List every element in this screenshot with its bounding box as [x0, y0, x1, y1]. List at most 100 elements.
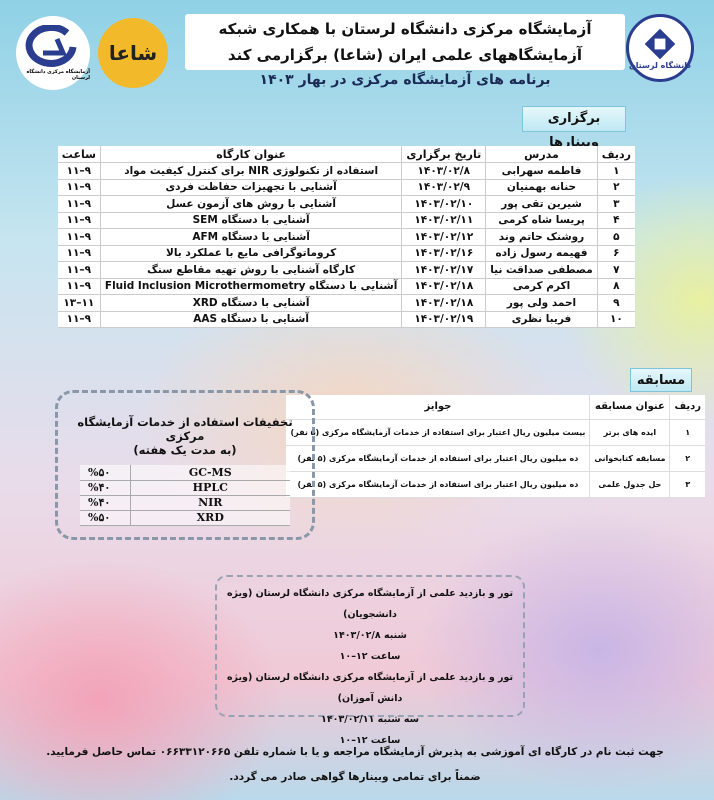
table-header-row: ردیف مدرس تاریخ برگزاری عنوان کارگاه ساع…	[57, 146, 635, 163]
date: ۱۴۰۳/۰۲/۱۹	[401, 311, 487, 328]
row-number: ۱	[669, 419, 705, 446]
table-row: ۹ احمد ولی پور ۱۴۰۳/۰۲/۱۸ آشنایی با دستگاه …	[57, 294, 635, 312]
instrument: XRD	[130, 510, 290, 526]
workshop-title: آشنایی با دستگاه Fluid Inclusion Microth…	[100, 278, 403, 295]
instructor: فهیمه رسول زاده	[485, 245, 598, 262]
competition-table: ردیف عنوان مسابقه جوایز ۱ ایده های برتر بی…	[286, 395, 705, 498]
time: ۹–۱۱	[57, 311, 101, 328]
row-number: ۵	[597, 228, 635, 246]
instructor: مصطفی صداقت نیا	[485, 261, 598, 279]
workshop-title: استفاده از تکنولوژی NIR برای کنترل کیفیت…	[100, 162, 403, 180]
date: ۱۴۰۳/۰۲/۱۷	[401, 261, 487, 279]
title-line-1: آزمایشگاه مرکزی دانشگاه لرستان با همکاری…	[218, 20, 592, 38]
university-logo-caption: دانشگاه لرستان	[628, 60, 692, 70]
prize: ده میلیون ریال اعتبار برای استفاده از خد…	[286, 471, 591, 498]
tour-1-time: ساعت ۱۲–۱۰	[339, 651, 401, 662]
row-number: ۳	[669, 471, 705, 498]
instructor: روشنک حاتم وند	[485, 228, 598, 246]
workshop-title: آشنایی با دستگاه XRD	[100, 294, 403, 312]
table-row: ۱۰ فریبا نظری ۱۴۰۳/۰۲/۱۹ آشنایی با دستگاه A…	[57, 311, 635, 328]
instructor: فاطمه سهرابی	[485, 162, 598, 180]
time: ۹–۱۱	[57, 228, 101, 246]
instrument: HPLC	[130, 480, 290, 496]
instrument: GC-MS	[130, 465, 290, 481]
table-row: %۵۰ XRD	[80, 510, 290, 526]
instructor: شیرین تقی پور	[485, 195, 598, 213]
emblem-icon	[644, 28, 676, 59]
time: ۹–۱۱	[57, 179, 101, 196]
lorestan-university-logo: دانشگاه لرستان	[626, 14, 694, 82]
competition-section-tag: مسابقه	[630, 368, 692, 392]
tours-box: تور و بازدید علمی از آزمایشگاه مرکزی دان…	[215, 575, 525, 746]
table-row: ۱ ایده های برتر بیست میلیون ریال اعتبار بر…	[286, 419, 705, 446]
time: ۹–۱۱	[57, 162, 101, 180]
table-row: ۲ مسابقه کتابخوانی ده میلیون ریال اعتبار ب…	[286, 445, 705, 472]
instructor: فریبا نظری	[485, 311, 598, 328]
row-number: ۳	[597, 195, 635, 213]
date: ۱۴۰۳/۰۲/۸	[401, 162, 487, 180]
discounts-subtitle: (به مدت یک هفته)	[133, 443, 237, 457]
workshop-title: کارگاه آشنایی با روش تهیه مقاطع سنگ	[100, 261, 403, 279]
tour-1-title: تور و بازدید علمی از آزمایشگاه مرکزی دان…	[226, 588, 514, 620]
time: ۹–۱۱	[57, 195, 101, 213]
shaa-logo-text: شاعا	[108, 41, 158, 65]
table-row: %۴۰ HPLC	[80, 480, 290, 496]
discount-percent: %۵۰	[80, 510, 131, 526]
workshop-title: آشنایی با روش های آزمون عسل	[100, 195, 403, 213]
central-lab-emblem-icon	[25, 25, 77, 67]
date: ۱۴۰۳/۰۲/۱۰	[401, 195, 487, 213]
col-row: ردیف	[669, 395, 705, 420]
certificate-note: ضمناً برای تمامی وبینارها گواهی صادر می …	[229, 771, 481, 783]
tour-2-title: تور و بازدید علمی از آزمایشگاه مرکزی دان…	[226, 672, 514, 704]
table-row: ۸ اکرم کرمی ۱۴۰۳/۰۲/۱۸ آشنایی با دستگاه Flu…	[57, 278, 635, 295]
col-prizes: جوایز	[286, 395, 591, 420]
table-row: %۵۰ GC-MS	[80, 465, 290, 481]
row-number: ۹	[597, 294, 635, 312]
date: ۱۴۰۳/۰۲/۱۲	[401, 228, 487, 246]
table-row: ۵ روشنک حاتم وند ۱۴۰۳/۰۲/۱۲ آشنایی با دستگا…	[57, 228, 635, 246]
row-number: ۱۰	[597, 311, 635, 328]
workshop-title: آشنایی با دستگاه SEM	[100, 212, 403, 229]
date: ۱۴۰۳/۰۲/۱۸	[401, 278, 487, 295]
workshop-title: آشنایی با تجهیزات حفاظت فردی	[100, 179, 403, 196]
central-lab-logo: آزمایشگاه مرکزی دانشگاه لرستان	[16, 16, 90, 90]
col-instructor: مدرس	[485, 146, 598, 163]
discount-percent: %۵۰	[80, 465, 131, 481]
footer-note: جهت ثبت نام در کارگاه ای آموزشی به پذیرش…	[30, 740, 680, 790]
instructor: احمد ولی پور	[485, 294, 598, 312]
page-subtitle: برنامه های آزمایشگاه مرکزی در بهار ۱۴۰۳	[259, 72, 551, 88]
tour-2-time: ساعت ۱۲–۱۰	[339, 735, 401, 746]
table-row: ۱ فاطمه سهرابی ۱۴۰۳/۰۲/۸ استفاده از تکنولوژ…	[57, 162, 635, 180]
row-number: ۸	[597, 278, 635, 295]
webinars-section-tag: برگزاری وبینارها	[522, 106, 626, 150]
table-row: %۴۰ NIR	[80, 495, 290, 511]
instructor: اکرم کرمی	[485, 278, 598, 295]
table-row: ۶ فهیمه رسول زاده ۱۴۰۳/۰۲/۱۶ کروماتوگرافی م…	[57, 245, 635, 262]
table-row: ۲ حنانه بهمنیان ۱۴۰۳/۰۲/۹ آشنایی با تجهیزات…	[57, 179, 635, 196]
col-row: ردیف	[597, 146, 635, 163]
col-time: ساعت	[57, 146, 101, 163]
time: ۱۱–۱۳	[57, 294, 101, 312]
instrument: NIR	[130, 495, 290, 511]
central-lab-logo-caption: آزمایشگاه مرکزی دانشگاه لرستان	[26, 69, 90, 81]
time: ۹–۱۱	[57, 261, 101, 279]
table-row: ۴ پریسا شاه کرمی ۱۴۰۳/۰۲/۱۱ آشنایی با دستگا…	[57, 212, 635, 229]
competition-title: مسابقه کتابخوانی	[589, 445, 671, 472]
workshop-title: آشنایی با دستگاه AFM	[100, 228, 403, 246]
row-number: ۱	[597, 162, 635, 180]
discount-percent: %۴۰	[80, 495, 131, 511]
time: ۹–۱۱	[57, 278, 101, 295]
row-number: ۲	[669, 445, 705, 472]
time: ۹–۱۱	[57, 245, 101, 262]
table-row: ۷ مصطفی صداقت نیا ۱۴۰۳/۰۲/۱۷ کارگاه آشنایی …	[57, 261, 635, 279]
col-date: تاریخ برگزاری	[401, 146, 487, 163]
date: ۱۴۰۳/۰۲/۱۱	[401, 212, 487, 229]
table-row: ۳ حل جدول علمی ده میلیون ریال اعتبار برای …	[286, 471, 705, 498]
row-number: ۶	[597, 245, 635, 262]
row-number: ۲	[597, 179, 635, 196]
registration-info: جهت ثبت نام در کارگاه ای آموزشی به پذیرش…	[46, 746, 664, 758]
shaa-logo: شاعا	[98, 18, 168, 88]
row-number: ۷	[597, 261, 635, 279]
instructor: پریسا شاه کرمی	[485, 212, 598, 229]
table-row: ۳ شیرین تقی پور ۱۴۰۳/۰۲/۱۰ آشنایی با روش ها…	[57, 195, 635, 213]
